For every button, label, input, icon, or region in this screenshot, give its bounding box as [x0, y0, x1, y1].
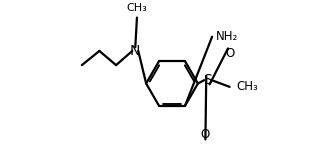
- Text: O: O: [225, 47, 234, 60]
- Text: O: O: [201, 128, 210, 141]
- Text: N: N: [130, 44, 140, 58]
- Text: NH₂: NH₂: [216, 30, 239, 43]
- Text: S: S: [204, 73, 212, 87]
- Text: CH₃: CH₃: [127, 3, 147, 13]
- Text: CH₃: CH₃: [236, 80, 258, 93]
